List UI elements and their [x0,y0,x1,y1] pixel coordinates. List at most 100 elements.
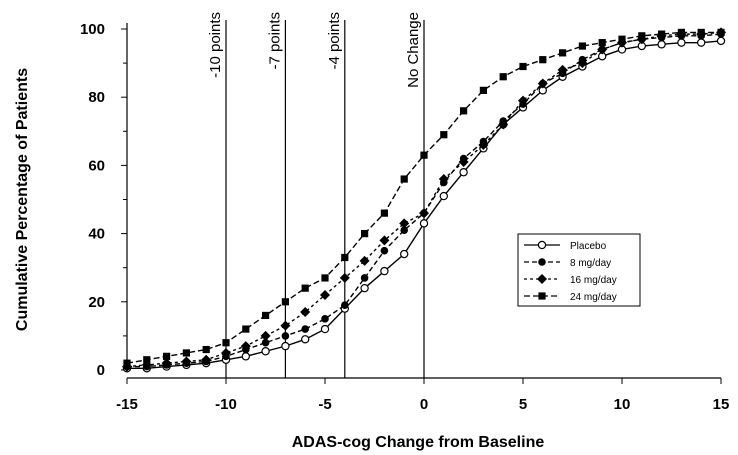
data-point [301,284,309,292]
legend-item: 16 mg/day [524,274,617,286]
x-tick-label: 5 [519,396,527,413]
legend-label: 16 mg/day [570,275,617,286]
data-point [301,325,310,333]
data-point [320,324,330,334]
data-point [361,230,369,238]
data-point [221,347,231,358]
data-point [359,255,370,266]
data-point [280,320,291,331]
data-point [498,119,509,130]
data-point [222,339,230,347]
legend-label: 8 mg/day [570,258,611,269]
data-point [202,345,210,354]
data-point [242,325,250,333]
data-point [578,42,586,50]
data-point [341,301,349,310]
data-point [261,347,270,356]
x-axis-title: ADAS-cog Change from Baseline [292,434,545,451]
y-tick-label: 0 [97,362,105,379]
data-point [241,352,250,361]
data-point [597,44,608,55]
data-point [439,191,448,201]
data-point [559,49,567,57]
reference-line-label: -4 points [326,12,343,70]
data-point [519,62,527,71]
data-point [537,78,548,89]
data-point [262,311,270,320]
data-point [598,39,606,47]
data-point [518,95,528,106]
y-tick-label: 60 [88,157,105,174]
legend-item: 8 mg/day [524,258,611,269]
data-point [618,35,626,43]
legend-marker [537,274,547,284]
data-point [499,73,507,81]
data-point [321,315,329,323]
legend: Placebo 8 mg/day 16 mg/day 24 mg/day [517,233,641,307]
data-point [440,131,448,139]
y-axis-title: Cumulative Percentage of Patients [14,68,31,331]
x-tick-label: -5 [318,396,331,413]
y-tick-label: 100 [80,21,105,38]
data-point [341,253,349,262]
legend-marker [537,240,547,250]
data-point [717,28,725,37]
data-point [459,168,468,177]
data-point [260,330,271,341]
data-point [261,338,270,347]
data-point [182,349,190,357]
data-point [161,358,172,369]
data-point [478,139,489,150]
data-point [360,283,369,293]
data-point [400,249,409,259]
data-point [163,352,171,360]
data-point [420,151,428,159]
data-point [339,272,350,283]
data-point [380,209,388,217]
y-ticks: 0 20 40 60 80 100 [80,21,127,379]
data-point [697,28,705,37]
y-tick-label: 20 [88,294,105,311]
data-point [657,40,666,49]
x-tick-label: -15 [116,396,138,413]
data-point [143,356,151,364]
data-point [380,266,389,276]
data-point [201,354,212,365]
legend-item: Placebo [524,240,607,252]
x-tick-label: -10 [215,396,237,413]
data-point [419,219,429,228]
x-ticks: -15 -10 -5 0 5 10 15 [116,378,729,413]
data-point [281,298,289,306]
data-point [539,56,547,64]
data-point [577,58,588,69]
data-point [301,335,310,344]
data-point [460,107,468,115]
data-point [123,359,131,367]
reference-line-label: No Change [405,12,422,88]
data-point [557,64,568,75]
data-point [360,274,369,282]
data-point [320,289,330,300]
data-point [380,246,389,255]
data-point [240,341,251,352]
data-point [438,174,449,185]
data-point [300,307,311,318]
legend-label: Placebo [570,241,607,252]
series-group [122,27,726,373]
data-point [458,156,469,167]
reference-lines: -10 points -7 points -4 points No Change [207,12,425,378]
x-tick-label: 10 [614,396,631,413]
data-point [697,38,706,47]
data-point [658,30,666,38]
y-tick-label: 40 [88,226,105,243]
x-tick-label: 0 [420,396,428,413]
reference-line-label: -10 points [207,12,224,78]
data-point [677,28,685,37]
data-point [281,332,290,340]
data-point [181,356,192,367]
data-point [419,208,429,219]
data-point [281,341,290,351]
legend-marker [538,292,546,300]
data-point [400,175,408,183]
